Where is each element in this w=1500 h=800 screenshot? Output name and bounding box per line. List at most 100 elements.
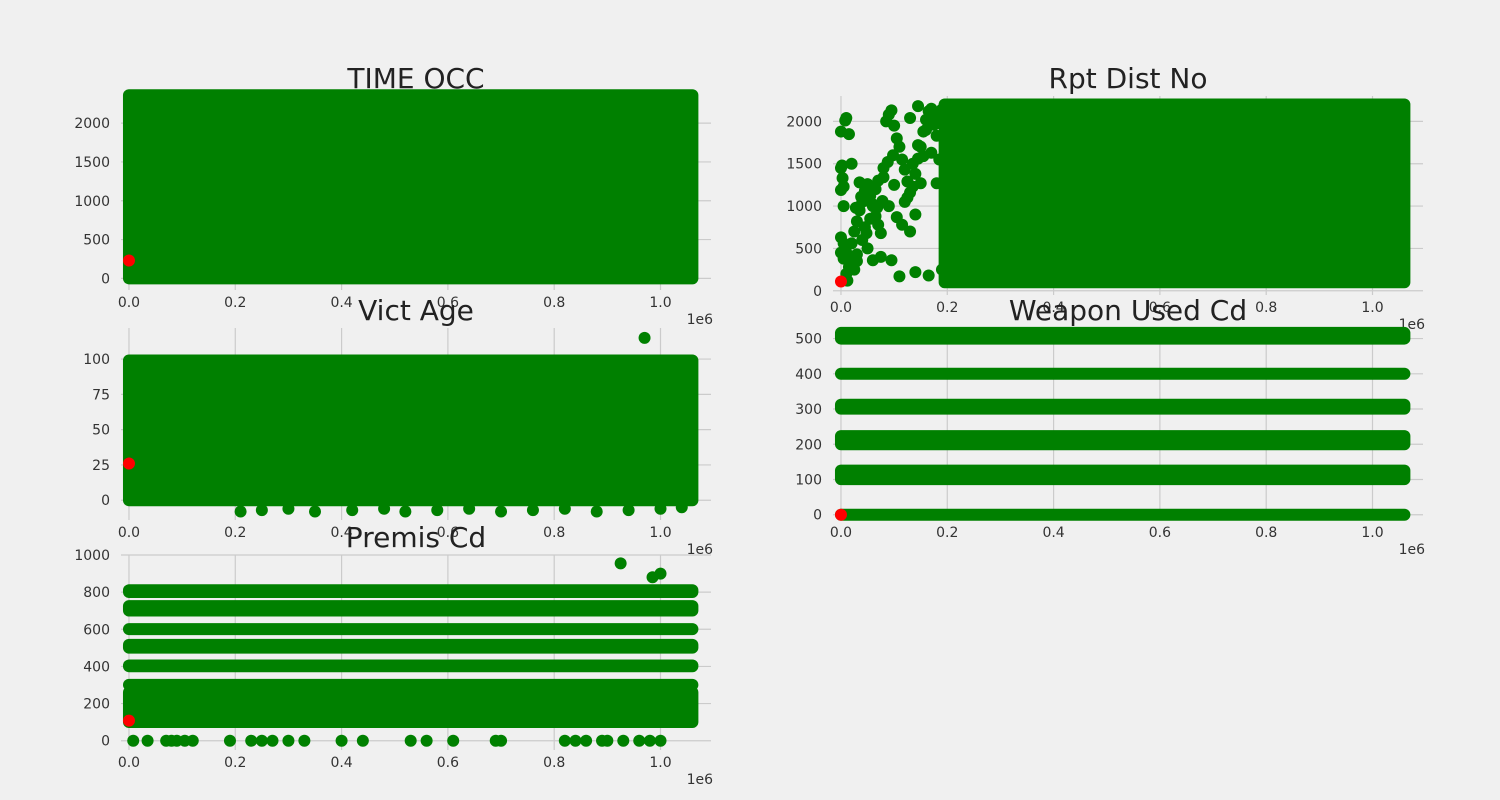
data-point <box>837 200 850 213</box>
data-point <box>930 177 943 190</box>
x-tick-label: 0.0 <box>118 295 140 311</box>
data-point <box>420 734 433 747</box>
data-point <box>845 157 858 170</box>
data-point <box>569 734 582 747</box>
data-point <box>404 734 417 747</box>
point-cluster <box>834 326 1411 345</box>
data-point <box>893 140 906 153</box>
data-point <box>654 502 667 515</box>
data-point <box>860 227 873 240</box>
data-point <box>463 502 476 515</box>
data-point <box>909 266 922 279</box>
y-tick-label: 600 <box>83 622 110 638</box>
x-tick-label: 0.6 <box>1149 300 1171 316</box>
x-tick-label: 0.6 <box>437 525 459 541</box>
data-point <box>842 128 855 141</box>
data-point <box>914 177 927 190</box>
subplot-title: Vict Age <box>358 294 474 327</box>
y-tick-label: 2000 <box>786 114 822 130</box>
subplot-title: TIME OCC <box>346 62 484 95</box>
data-point <box>885 254 898 267</box>
subplot-rpt-dist-no: 0.0 0.2 0.4 0.6 0.8 1.0 0 500 1000 1500 2000 Rpt Di… <box>786 62 1425 333</box>
y-tick-label: 0 <box>101 493 110 509</box>
data-point <box>855 190 868 203</box>
subplot-vict-age: 0.0 0.2 0.4 0.6 0.8 1.0 0 25 50 75 100 Vict Age 1e6 <box>83 294 713 558</box>
data-point <box>912 139 925 152</box>
data-point <box>904 112 917 125</box>
data-point <box>861 242 874 255</box>
data-point <box>255 734 268 747</box>
x-tick-label: 1.0 <box>1361 300 1383 316</box>
x-tick-label: 0.8 <box>1255 300 1277 316</box>
x-tick-label: 1.0 <box>649 295 671 311</box>
highlight-point <box>122 457 135 470</box>
data-point <box>356 734 369 747</box>
data-point <box>874 250 887 263</box>
x-tick-label: 0.2 <box>936 300 958 316</box>
data-point <box>495 505 508 518</box>
data-point <box>580 734 593 747</box>
data-point <box>888 119 901 132</box>
x-offset-label: 1e6 <box>687 542 714 558</box>
point-cluster <box>122 354 699 507</box>
data-point <box>601 734 614 747</box>
data-point <box>638 331 651 344</box>
data-point <box>622 504 635 517</box>
data-point <box>909 167 922 180</box>
x-tick-label: 0.4 <box>330 755 352 771</box>
x-tick-label: 0.0 <box>830 525 852 541</box>
data-point <box>282 734 295 747</box>
point-cluster <box>122 623 699 636</box>
data-point <box>933 117 946 130</box>
data-point <box>904 225 917 238</box>
y-tick-label: 2000 <box>74 116 110 132</box>
y-tick-label: 25 <box>92 458 110 474</box>
data-point <box>834 246 847 259</box>
data-point <box>874 227 887 240</box>
x-offset-label: 1e6 <box>1399 542 1426 558</box>
x-tick-label: 0.8 <box>1255 525 1277 541</box>
data-point <box>912 100 925 113</box>
data-point <box>245 734 258 747</box>
point-cluster <box>834 367 1411 380</box>
data-point <box>896 153 909 166</box>
data-point <box>893 270 906 283</box>
y-tick-label: 400 <box>83 659 110 675</box>
data-point <box>935 263 948 276</box>
point-cluster <box>122 638 699 654</box>
point-cluster <box>122 686 699 728</box>
data-point <box>266 734 279 747</box>
data-point <box>887 149 900 162</box>
data-point <box>888 178 901 191</box>
subplot-title: Rpt Dist No <box>1049 62 1208 95</box>
data-point <box>590 505 603 518</box>
y-tick-label: 1500 <box>74 155 110 171</box>
data-point <box>234 505 247 518</box>
data-point <box>378 502 391 515</box>
data-point <box>906 157 919 170</box>
data-point <box>654 734 667 747</box>
data-point <box>633 734 646 747</box>
data-point <box>834 161 847 174</box>
data-point <box>845 237 858 250</box>
data-point <box>920 123 933 136</box>
x-tick-label: 0.2 <box>224 295 246 311</box>
x-offset-label: 1e6 <box>687 312 714 328</box>
data-point <box>849 201 862 214</box>
point-cluster <box>834 398 1411 415</box>
data-point <box>526 504 539 517</box>
y-tick-label: 500 <box>795 332 822 348</box>
x-tick-label: 0.8 <box>543 295 565 311</box>
y-tick-label: 100 <box>83 352 110 368</box>
subplot-title: Premis Cd <box>346 521 486 554</box>
point-cluster <box>122 659 699 673</box>
data-point <box>335 734 348 747</box>
x-tick-label: 0.0 <box>118 755 140 771</box>
data-point <box>858 178 871 191</box>
subplot-weapon-used-cd: 0.0 0.2 0.4 0.6 0.8 1.0 0 100 200 300 400 500 Weapon… <box>795 294 1425 558</box>
data-point <box>127 734 140 747</box>
x-tick-label: 0.2 <box>936 525 958 541</box>
x-tick-label: 0.4 <box>1042 525 1064 541</box>
data-point <box>901 191 914 204</box>
data-point <box>850 255 863 268</box>
